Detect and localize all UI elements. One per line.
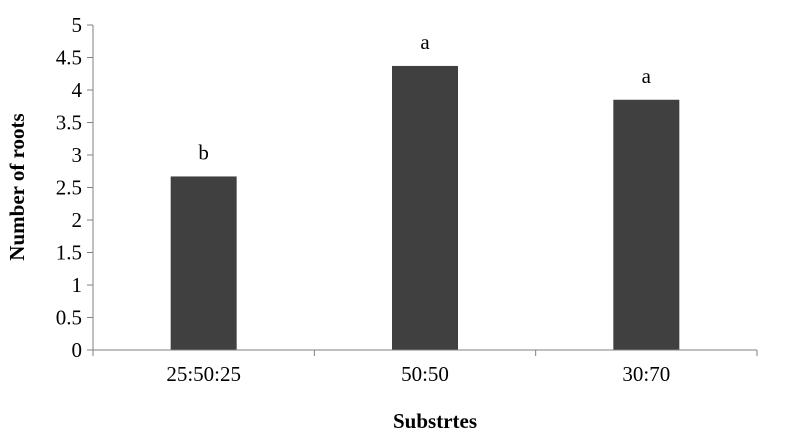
data-labels: b a a bbox=[198, 30, 652, 164]
y-tick-label: 1.5 bbox=[56, 241, 82, 265]
data-label: b bbox=[198, 140, 209, 164]
bars bbox=[170, 65, 680, 350]
data-label: a bbox=[642, 64, 652, 88]
y-tick-label: 0 bbox=[72, 338, 83, 362]
bar-25:50:25 bbox=[170, 176, 237, 350]
y-tick-label: 4 bbox=[72, 78, 83, 102]
x-axis-ticks: 25:50:25 50:50 30:70 bbox=[92, 350, 758, 386]
y-tick-label: 3 bbox=[72, 143, 83, 167]
y-tick-label: 2.5 bbox=[56, 176, 82, 200]
y-tick-label: 5 bbox=[72, 13, 83, 37]
data-label: a bbox=[420, 30, 430, 54]
x-axis-title: Substrtes bbox=[393, 409, 477, 433]
y-tick-label: 4.5 bbox=[56, 46, 82, 70]
x-tick-label: 50:50 bbox=[401, 362, 449, 386]
y-axis-title: Number of roots bbox=[5, 113, 29, 260]
y-tick-label: 3.5 bbox=[56, 111, 82, 135]
x-tick-label: 30:70 bbox=[622, 362, 670, 386]
bar-30:70 bbox=[613, 99, 680, 350]
y-axis-ticks: 0 0.5 1 1.5 2 2.5 3 3.5 4 4.5 5 bbox=[56, 13, 93, 362]
axes bbox=[92, 25, 757, 356]
y-tick-label: 2 bbox=[72, 208, 83, 232]
y-tick-label: 1 bbox=[72, 273, 83, 297]
y-tick-label: 0.5 bbox=[56, 306, 82, 330]
x-tick-label: 25:50:25 bbox=[166, 362, 241, 386]
bar-50:50 bbox=[392, 65, 458, 350]
